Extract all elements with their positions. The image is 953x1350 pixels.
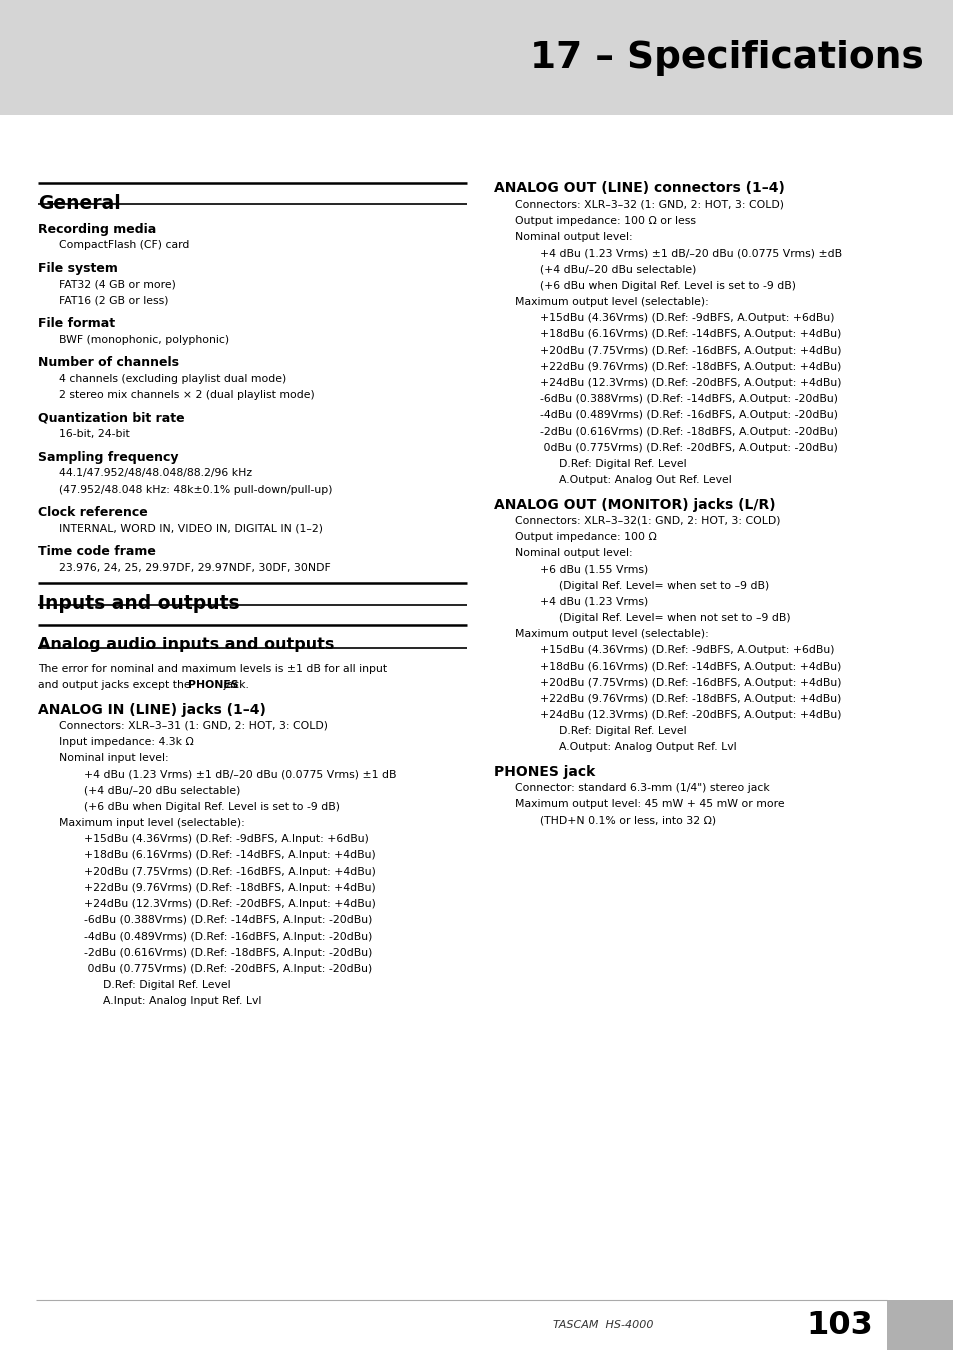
Text: +24dBu (12.3Vrms) (D.Ref: -20dBFS, A.Output: +4dBu): +24dBu (12.3Vrms) (D.Ref: -20dBFS, A.Out… — [539, 710, 841, 720]
Text: +22dBu (9.76Vrms) (D.Ref: -18dBFS, A.Input: +4dBu): +22dBu (9.76Vrms) (D.Ref: -18dBFS, A.Inp… — [84, 883, 375, 892]
Text: 44.1/47.952/48/48.048/88.2/96 kHz: 44.1/47.952/48/48.048/88.2/96 kHz — [59, 468, 252, 478]
Text: jack.: jack. — [220, 680, 249, 690]
Text: CompactFlash (CF) card: CompactFlash (CF) card — [59, 240, 190, 250]
Text: Maximum output level (selectable):: Maximum output level (selectable): — [515, 297, 708, 306]
Text: TASCAM  HS-4000: TASCAM HS-4000 — [553, 1320, 653, 1330]
Bar — [0, 0, 953, 115]
Text: +15dBu (4.36Vrms) (D.Ref: -9dBFS, A.Output: +6dBu): +15dBu (4.36Vrms) (D.Ref: -9dBFS, A.Outp… — [539, 645, 834, 655]
Text: 23.976, 24, 25, 29.97DF, 29.97NDF, 30DF, 30NDF: 23.976, 24, 25, 29.97DF, 29.97NDF, 30DF,… — [59, 563, 331, 572]
Text: Sampling frequency: Sampling frequency — [38, 451, 178, 464]
Text: -2dBu (0.616Vrms) (D.Ref: -18dBFS, A.Input: -20dBu): -2dBu (0.616Vrms) (D.Ref: -18dBFS, A.Inp… — [84, 948, 372, 957]
Text: File system: File system — [38, 262, 118, 275]
Text: (47.952/48.048 kHz: 48k±0.1% pull-down/pull-up): (47.952/48.048 kHz: 48k±0.1% pull-down/p… — [59, 485, 333, 494]
Text: D.Ref: Digital Ref. Level: D.Ref: Digital Ref. Level — [103, 980, 231, 990]
Text: PHONES jack: PHONES jack — [494, 765, 595, 779]
Text: 0dBu (0.775Vrms) (D.Ref: -20dBFS, A.Output: -20dBu): 0dBu (0.775Vrms) (D.Ref: -20dBFS, A.Outp… — [539, 443, 837, 452]
Text: Clock reference: Clock reference — [38, 506, 148, 520]
Text: Output impedance: 100 Ω or less: Output impedance: 100 Ω or less — [515, 216, 696, 225]
Text: +20dBu (7.75Vrms) (D.Ref: -16dBFS, A.Output: +4dBu): +20dBu (7.75Vrms) (D.Ref: -16dBFS, A.Out… — [539, 346, 841, 355]
Text: +20dBu (7.75Vrms) (D.Ref: -16dBFS, A.Input: +4dBu): +20dBu (7.75Vrms) (D.Ref: -16dBFS, A.Inp… — [84, 867, 375, 876]
Text: (+6 dBu when Digital Ref. Level is set to -9 dB): (+6 dBu when Digital Ref. Level is set t… — [84, 802, 339, 811]
Text: PHONES: PHONES — [188, 680, 238, 690]
Text: Maximum output level (selectable):: Maximum output level (selectable): — [515, 629, 708, 639]
Text: +4 dBu (1.23 Vrms) ±1 dB/–20 dBu (0.0775 Vrms) ±1 dB: +4 dBu (1.23 Vrms) ±1 dB/–20 dBu (0.0775… — [84, 769, 396, 779]
Text: -4dBu (0.489Vrms) (D.Ref: -16dBFS, A.Input: -20dBu): -4dBu (0.489Vrms) (D.Ref: -16dBFS, A.Inp… — [84, 931, 372, 941]
Text: ANALOG IN (LINE) jacks (1–4): ANALOG IN (LINE) jacks (1–4) — [38, 703, 266, 717]
Text: +24dBu (12.3Vrms) (D.Ref: -20dBFS, A.Output: +4dBu): +24dBu (12.3Vrms) (D.Ref: -20dBFS, A.Out… — [539, 378, 841, 387]
Text: +18dBu (6.16Vrms) (D.Ref: -14dBFS, A.Output: +4dBu): +18dBu (6.16Vrms) (D.Ref: -14dBFS, A.Out… — [539, 329, 841, 339]
Text: -6dBu (0.388Vrms) (D.Ref: -14dBFS, A.Output: -20dBu): -6dBu (0.388Vrms) (D.Ref: -14dBFS, A.Out… — [539, 394, 837, 404]
Text: FAT16 (2 GB or less): FAT16 (2 GB or less) — [59, 296, 169, 305]
Text: Connectors: XLR–3–32 (1: GND, 2: HOT, 3: COLD): Connectors: XLR–3–32 (1: GND, 2: HOT, 3:… — [515, 200, 783, 209]
Text: +15dBu (4.36Vrms) (D.Ref: -9dBFS, A.Input: +6dBu): +15dBu (4.36Vrms) (D.Ref: -9dBFS, A.Inpu… — [84, 834, 369, 844]
Text: +22dBu (9.76Vrms) (D.Ref: -18dBFS, A.Output: +4dBu): +22dBu (9.76Vrms) (D.Ref: -18dBFS, A.Out… — [539, 362, 841, 371]
Text: (+4 dBu/–20 dBu selectable): (+4 dBu/–20 dBu selectable) — [539, 265, 696, 274]
Text: Input impedance: 4.3k Ω: Input impedance: 4.3k Ω — [59, 737, 193, 747]
Text: +15dBu (4.36Vrms) (D.Ref: -9dBFS, A.Output: +6dBu): +15dBu (4.36Vrms) (D.Ref: -9dBFS, A.Outp… — [539, 313, 834, 323]
Text: The error for nominal and maximum levels is ±1 dB for all input: The error for nominal and maximum levels… — [38, 664, 387, 674]
Text: Analog audio inputs and outputs: Analog audio inputs and outputs — [38, 637, 335, 652]
Bar — [886, 115, 953, 1300]
Text: Quantization bit rate: Quantization bit rate — [38, 412, 185, 425]
Text: Recording media: Recording media — [38, 223, 156, 236]
Text: -6dBu (0.388Vrms) (D.Ref: -14dBFS, A.Input: -20dBu): -6dBu (0.388Vrms) (D.Ref: -14dBFS, A.Inp… — [84, 915, 372, 925]
Text: ANALOG OUT (MONITOR) jacks (L/R): ANALOG OUT (MONITOR) jacks (L/R) — [494, 498, 775, 512]
Text: (+4 dBu/–20 dBu selectable): (+4 dBu/–20 dBu selectable) — [84, 786, 240, 795]
Text: Nominal input level:: Nominal input level: — [59, 753, 169, 763]
Text: (+6 dBu when Digital Ref. Level is set to -9 dB): (+6 dBu when Digital Ref. Level is set t… — [539, 281, 795, 290]
Text: (Digital Ref. Level= when set to –9 dB): (Digital Ref. Level= when set to –9 dB) — [558, 580, 768, 590]
Text: 103: 103 — [805, 1310, 872, 1341]
Text: ANALOG OUT (LINE) connectors (1–4): ANALOG OUT (LINE) connectors (1–4) — [494, 181, 784, 194]
Text: 2 stereo mix channels × 2 (dual playlist mode): 2 stereo mix channels × 2 (dual playlist… — [59, 390, 314, 400]
Text: 4 channels (excluding playlist dual mode): 4 channels (excluding playlist dual mode… — [59, 374, 286, 383]
Text: D.Ref: Digital Ref. Level: D.Ref: Digital Ref. Level — [558, 459, 686, 468]
Text: A.Output: Analog Output Ref. Lvl: A.Output: Analog Output Ref. Lvl — [558, 743, 736, 752]
Text: +6 dBu (1.55 Vrms): +6 dBu (1.55 Vrms) — [539, 564, 647, 574]
Text: -2dBu (0.616Vrms) (D.Ref: -18dBFS, A.Output: -20dBu): -2dBu (0.616Vrms) (D.Ref: -18dBFS, A.Out… — [539, 427, 837, 436]
Text: +18dBu (6.16Vrms) (D.Ref: -14dBFS, A.Output: +4dBu): +18dBu (6.16Vrms) (D.Ref: -14dBFS, A.Out… — [539, 662, 841, 671]
Text: +4 dBu (1.23 Vrms) ±1 dB/–20 dBu (0.0775 Vrms) ±dB: +4 dBu (1.23 Vrms) ±1 dB/–20 dBu (0.0775… — [539, 248, 841, 258]
Text: (THD+N 0.1% or less, into 32 Ω): (THD+N 0.1% or less, into 32 Ω) — [539, 815, 716, 825]
Text: FAT32 (4 GB or more): FAT32 (4 GB or more) — [59, 279, 176, 289]
Text: Nominal output level:: Nominal output level: — [515, 548, 632, 558]
Text: +22dBu (9.76Vrms) (D.Ref: -18dBFS, A.Output: +4dBu): +22dBu (9.76Vrms) (D.Ref: -18dBFS, A.Out… — [539, 694, 841, 703]
Text: and output jacks except the: and output jacks except the — [38, 680, 194, 690]
Text: BWF (monophonic, polyphonic): BWF (monophonic, polyphonic) — [59, 335, 229, 344]
Text: General: General — [38, 194, 121, 213]
Text: Time code frame: Time code frame — [38, 545, 156, 559]
Text: Number of channels: Number of channels — [38, 356, 179, 370]
Text: 0dBu (0.775Vrms) (D.Ref: -20dBFS, A.Input: -20dBu): 0dBu (0.775Vrms) (D.Ref: -20dBFS, A.Inpu… — [84, 964, 372, 973]
Text: -4dBu (0.489Vrms) (D.Ref: -16dBFS, A.Output: -20dBu): -4dBu (0.489Vrms) (D.Ref: -16dBFS, A.Out… — [539, 410, 837, 420]
Text: +24dBu (12.3Vrms) (D.Ref: -20dBFS, A.Input: +4dBu): +24dBu (12.3Vrms) (D.Ref: -20dBFS, A.Inp… — [84, 899, 375, 909]
Text: Maximum input level (selectable):: Maximum input level (selectable): — [59, 818, 245, 828]
Text: 16-bit, 24-bit: 16-bit, 24-bit — [59, 429, 130, 439]
Text: 17 – Specifications: 17 – Specifications — [529, 39, 923, 76]
Text: D.Ref: Digital Ref. Level: D.Ref: Digital Ref. Level — [558, 726, 686, 736]
Text: Connectors: XLR–3–32(1: GND, 2: HOT, 3: COLD): Connectors: XLR–3–32(1: GND, 2: HOT, 3: … — [515, 516, 780, 525]
Text: File format: File format — [38, 317, 115, 331]
Text: Output impedance: 100 Ω: Output impedance: 100 Ω — [515, 532, 657, 541]
Text: A.Output: Analog Out Ref. Level: A.Output: Analog Out Ref. Level — [558, 475, 731, 485]
Text: +18dBu (6.16Vrms) (D.Ref: -14dBFS, A.Input: +4dBu): +18dBu (6.16Vrms) (D.Ref: -14dBFS, A.Inp… — [84, 850, 375, 860]
Text: Maximum output level: 45 mW + 45 mW or more: Maximum output level: 45 mW + 45 mW or m… — [515, 799, 784, 809]
Text: A.Input: Analog Input Ref. Lvl: A.Input: Analog Input Ref. Lvl — [103, 996, 261, 1006]
Text: (Digital Ref. Level= when not set to –9 dB): (Digital Ref. Level= when not set to –9 … — [558, 613, 790, 622]
Text: Connectors: XLR–3–31 (1: GND, 2: HOT, 3: COLD): Connectors: XLR–3–31 (1: GND, 2: HOT, 3:… — [59, 721, 328, 730]
Bar — [886, 0, 953, 1350]
Text: Nominal output level:: Nominal output level: — [515, 232, 632, 242]
Text: Inputs and outputs: Inputs and outputs — [38, 594, 239, 613]
Text: +4 dBu (1.23 Vrms): +4 dBu (1.23 Vrms) — [539, 597, 647, 606]
Text: Connector: standard 6.3-mm (1/4") stereo jack: Connector: standard 6.3-mm (1/4") stereo… — [515, 783, 769, 792]
Text: INTERNAL, WORD IN, VIDEO IN, DIGITAL IN (1–2): INTERNAL, WORD IN, VIDEO IN, DIGITAL IN … — [59, 524, 323, 533]
Text: +20dBu (7.75Vrms) (D.Ref: -16dBFS, A.Output: +4dBu): +20dBu (7.75Vrms) (D.Ref: -16dBFS, A.Out… — [539, 678, 841, 687]
